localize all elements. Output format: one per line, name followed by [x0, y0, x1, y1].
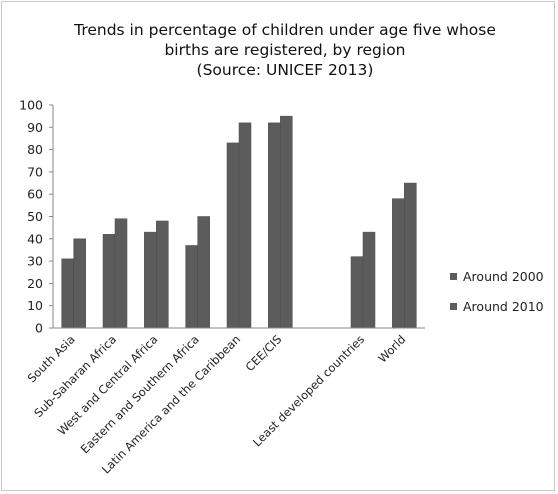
y-tick-label: 50 — [27, 209, 43, 224]
y-tick-label: 20 — [27, 276, 43, 291]
bar-around-2010 — [197, 216, 210, 329]
chart-title-line-2: births are registered, by region — [164, 41, 406, 59]
y-tick-label: 70 — [27, 164, 43, 179]
bar-around-2000 — [144, 231, 157, 329]
x-tick-label: World — [375, 332, 408, 365]
y-tick-label: 10 — [27, 298, 43, 313]
bar-around-2000 — [392, 198, 405, 329]
y-tick-label: 90 — [27, 120, 43, 135]
bar-around-2010 — [280, 115, 293, 329]
bar-around-2010 — [114, 218, 128, 329]
chart-title: Trends in percentage of children under a… — [40, 20, 530, 80]
legend-label-around-2010: Around 2010 — [463, 299, 544, 314]
y-tick-label: 80 — [27, 142, 43, 157]
y-tick-label: 60 — [27, 187, 43, 202]
bar-around-2000 — [350, 256, 364, 329]
y-tick-label: 0 — [35, 321, 43, 336]
bar-around-2000 — [185, 245, 198, 329]
legend-swatch-around-2000 — [450, 273, 457, 280]
bar-around-2000 — [61, 258, 74, 329]
y-tick-label: 100 — [19, 98, 43, 113]
bar-around-2010 — [404, 182, 417, 329]
legend-swatch-around-2010 — [450, 303, 457, 310]
chart-title-line-1: Trends in percentage of children under a… — [74, 21, 496, 39]
bar-around-2010 — [238, 122, 252, 329]
bar-around-2010 — [362, 231, 376, 329]
x-tick-label: CEE/CIS — [243, 332, 285, 374]
y-tick-label: 40 — [27, 231, 43, 246]
bar-around-2000 — [268, 122, 281, 329]
chart-title-line-3: (Source: UNICEF 2013) — [196, 61, 374, 79]
legend-label-around-2000: Around 2000 — [463, 269, 544, 284]
bar-around-2000 — [226, 142, 240, 329]
y-tick-label: 30 — [27, 254, 43, 269]
bar-around-2000 — [102, 234, 116, 329]
bar-around-2010 — [73, 238, 86, 329]
bar-around-2010 — [156, 220, 169, 329]
